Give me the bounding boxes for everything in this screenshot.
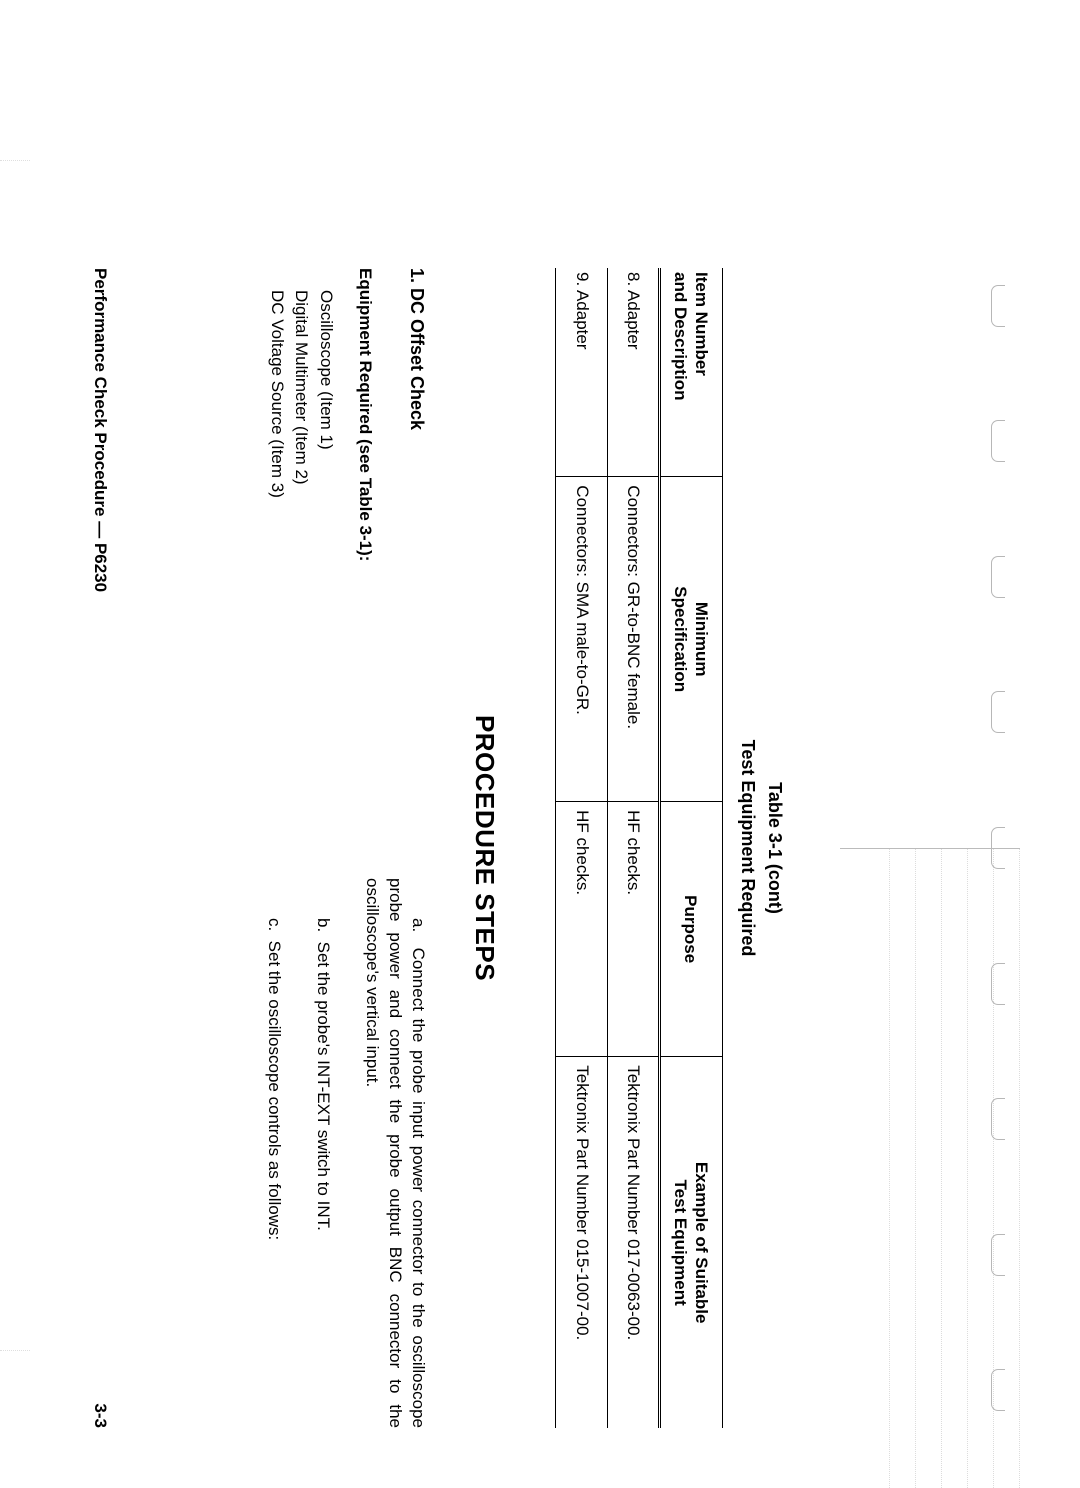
cell-spec: Connectors: SMA male-to-GR. bbox=[555, 477, 607, 802]
two-column-body: 1. DC Offset Check Equipment Required (s… bbox=[140, 268, 429, 1428]
cell-purpose: HF checks. bbox=[607, 802, 660, 1057]
col-header-text: Minimum bbox=[692, 602, 711, 677]
cell-item: 9. Adapter bbox=[555, 268, 607, 477]
cell-example: Tektronix Part Number 017-0063-00. bbox=[607, 1057, 660, 1428]
page-footer: Performance Check Procedure — P6230 3-3 bbox=[90, 268, 120, 1428]
step-a: a. Connect the probe input power connect… bbox=[360, 878, 429, 1428]
col-header-text: Item Number bbox=[692, 272, 711, 376]
equipment-list: Oscilloscope (Item 1) Digital Multimeter… bbox=[265, 290, 338, 818]
col-header-text: Specification bbox=[671, 586, 690, 692]
binder-hole-icon bbox=[991, 420, 1005, 462]
step-a-text: Connect the probe input power connector … bbox=[363, 878, 428, 1428]
col-header-spec: Minimum Specification bbox=[660, 477, 723, 802]
list-item: Digital Multimeter (Item 2) bbox=[290, 290, 313, 818]
step-c: c. Set the oscilloscope controls as foll… bbox=[262, 878, 285, 1428]
step-b: b. Set the probe's INT-EXT switch to INT… bbox=[311, 878, 334, 1428]
equipment-required-heading: Equipment Required (see Table 3-1): bbox=[353, 268, 376, 818]
scan-edge-artifact bbox=[0, 0, 40, 1397]
page-body: Table 3-1 (cont) Test Equipment Required… bbox=[60, 208, 1020, 1488]
binder-hole-icon bbox=[991, 285, 1005, 327]
table-row: 8. Adapter Connectors: GR-to-BNC female.… bbox=[607, 268, 660, 1428]
left-column: 1. DC Offset Check Equipment Required (s… bbox=[140, 268, 429, 818]
table-subcaption: Test Equipment Required bbox=[737, 268, 758, 1428]
table-caption: Table 3-1 (cont) bbox=[764, 268, 785, 1428]
table-header-row: Item Number and Description Minimum Spec… bbox=[660, 268, 723, 1428]
binder-hole-icon bbox=[991, 556, 1005, 598]
col-header-example: Example of Suitable Test Equipment bbox=[660, 1057, 723, 1428]
col-header-text: Example of Suitable bbox=[692, 1162, 711, 1324]
list-item: DC Voltage Source (Item 3) bbox=[265, 290, 288, 818]
rotated-page: Table 3-1 (cont) Test Equipment Required… bbox=[60, 208, 1020, 1488]
procedure-heading: PROCEDURE STEPS bbox=[469, 268, 500, 1428]
col-header-item: Item Number and Description bbox=[660, 268, 723, 477]
step-c-text: Set the oscilloscope controls as follows… bbox=[265, 941, 284, 1241]
col-header-text: Test Equipment bbox=[671, 1180, 690, 1306]
cell-spec: Connectors: GR-to-BNC female. bbox=[607, 477, 660, 802]
cell-purpose: HF checks. bbox=[555, 802, 607, 1057]
cell-example: Tektronix Part Number 015-1007-00. bbox=[555, 1057, 607, 1428]
check-title: 1. DC Offset Check bbox=[404, 268, 428, 818]
footer-left: Performance Check Procedure — P6230 bbox=[90, 268, 110, 592]
list-item: Oscilloscope (Item 1) bbox=[314, 290, 337, 818]
faded-grid-artifact bbox=[840, 848, 1020, 1488]
right-column: a. Connect the probe input power connect… bbox=[140, 878, 429, 1428]
footer-right: 3-3 bbox=[90, 1403, 110, 1428]
col-header-purpose: Purpose bbox=[660, 802, 723, 1057]
col-header-text: and Description bbox=[671, 272, 690, 400]
table-row: 9. Adapter Connectors: SMA male-to-GR. H… bbox=[555, 268, 607, 1428]
step-b-text: Set the probe's INT-EXT switch to INT. bbox=[314, 942, 333, 1231]
cell-item: 8. Adapter bbox=[607, 268, 660, 477]
binder-hole-icon bbox=[991, 691, 1005, 733]
equipment-table: Item Number and Description Minimum Spec… bbox=[555, 268, 723, 1428]
